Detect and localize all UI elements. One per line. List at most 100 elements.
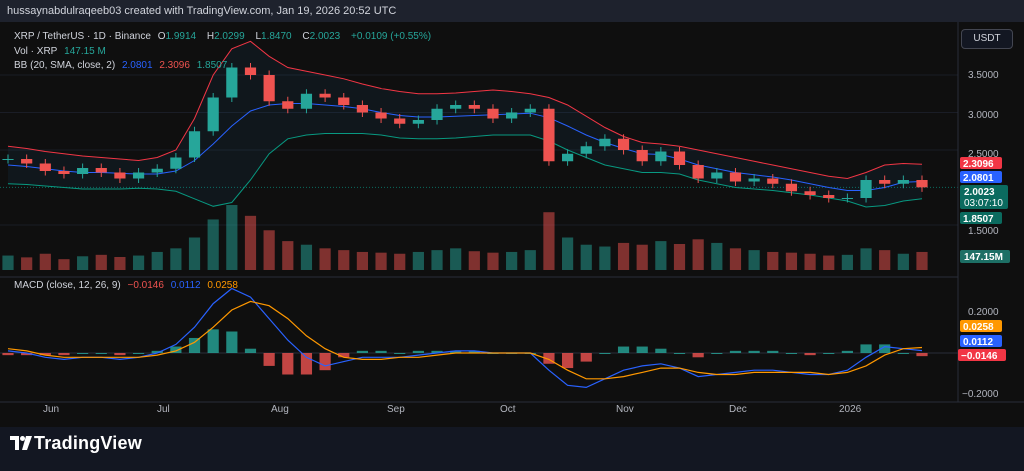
candle-body: [282, 101, 294, 109]
histogram-bar: [394, 353, 406, 354]
time-tick: Oct: [500, 404, 516, 415]
histogram-bar: [468, 350, 480, 353]
histogram-bar: [114, 353, 126, 356]
lower-band-line: [7, 133, 923, 208]
brand-name: TradingView: [34, 433, 142, 453]
volume-bar: [487, 252, 499, 270]
volume-bar: [77, 256, 89, 270]
candle-body: [95, 168, 107, 173]
bb-label[interactable]: BB (20, SMA, close, 2): [14, 60, 116, 71]
candle-body: [226, 67, 238, 98]
candle-body: [487, 108, 499, 119]
histogram-bar: [226, 331, 238, 353]
candle-body: [841, 198, 853, 199]
histogram-bar: [617, 346, 630, 353]
symbol-label[interactable]: XRP / TetherUS · 1D · Binance: [14, 31, 151, 42]
price-legend: XRP / TetherUS · 1D · Binance O1.9914 H2…: [14, 31, 435, 42]
open-label: O: [157, 31, 166, 42]
histogram-bar: [823, 353, 835, 354]
bb-lower-value: 1.8507: [196, 60, 228, 71]
volume-bar: [2, 255, 14, 270]
volume-bar: [692, 239, 704, 270]
candle-body: [711, 172, 723, 179]
tradingview-logo[interactable]: TradingView: [10, 433, 142, 454]
candle-body: [394, 118, 406, 124]
macd-legend: MACD (close, 12, 26, 9) −0.0146 0.0112 0…: [14, 280, 242, 291]
volume-label[interactable]: Vol · XRP: [14, 46, 58, 57]
volume-bar: [823, 255, 835, 270]
candle-body: [692, 165, 704, 179]
candle-body: [450, 105, 462, 109]
volume-bar: [21, 257, 33, 270]
time-tick: Sep: [387, 404, 405, 415]
histogram-bar: [599, 353, 611, 354]
histogram-bar: [151, 350, 163, 353]
histogram-bar: [375, 350, 387, 353]
histogram-bar: [785, 353, 798, 354]
lower-band-badge-text: 1.8507: [963, 214, 994, 225]
histogram-bar: [655, 348, 667, 353]
histogram-bar: [300, 353, 313, 375]
volume-bar: [95, 254, 107, 270]
time-tick: 2026: [839, 404, 862, 415]
candle-body: [356, 105, 369, 113]
macd-label[interactable]: MACD (close, 12, 26, 9): [14, 280, 121, 291]
volume-bar: [244, 215, 257, 270]
candle-body: [21, 159, 33, 164]
candle-body: [338, 97, 350, 105]
volume-bar: [729, 248, 742, 270]
time-tick: Nov: [616, 404, 634, 415]
candle-body: [300, 93, 313, 109]
candle-body: [561, 153, 574, 162]
histogram-bar: [244, 348, 257, 353]
histogram-bar: [95, 353, 107, 354]
volume-bar: [226, 205, 238, 270]
histogram-bar: [77, 353, 89, 354]
currency-button[interactable]: USDT: [961, 29, 1013, 49]
candle-body: [468, 105, 480, 109]
upper-band-line: [7, 40, 923, 180]
attribution-text: hussaynabdulraqeeb03 created with Tradin…: [7, 5, 397, 17]
volume-bar: [319, 248, 331, 270]
histogram-bar: [319, 353, 331, 371]
macd-pane: [0, 287, 958, 389]
candle-body: [375, 112, 387, 119]
histogram-bar: [2, 353, 14, 356]
volume-bar: [114, 257, 126, 270]
histogram-bar: [729, 350, 742, 353]
volume-bar: [543, 212, 555, 270]
candle-body: [804, 191, 816, 195]
time-tick: Dec: [729, 404, 747, 415]
high-label: H: [206, 31, 215, 42]
macd-line: [7, 287, 923, 389]
volume-badge-text: 147.15M: [964, 252, 1003, 263]
last-price-badge: [960, 185, 1008, 209]
candle-body: [580, 146, 592, 154]
histogram-bar: [636, 346, 648, 353]
macd-signal-value: 0.0258: [207, 280, 238, 291]
candle-body: [132, 172, 145, 179]
volume-bar: [767, 251, 779, 270]
open-value: 1.9914: [165, 31, 197, 42]
volume-bar: [188, 237, 201, 270]
volume-bar: [655, 241, 667, 270]
volume-bar: [132, 255, 145, 270]
signal-badge: [960, 320, 1002, 332]
close-label: C: [302, 31, 310, 42]
volume-bar: [431, 250, 443, 270]
macd-tick: 0.2000: [968, 307, 999, 318]
bb-legend: BB (20, SMA, close, 2) 2.0801 2.3096 1.8…: [14, 60, 231, 71]
candle-body: [655, 151, 667, 162]
candle-body: [207, 97, 219, 132]
histogram-bar: [207, 329, 219, 353]
volume-bar: [580, 244, 592, 270]
upper-band-badge: [960, 157, 1002, 169]
bb-basis-value: 2.0801: [121, 60, 153, 71]
candle-body: [823, 195, 835, 198]
histogram-bar: [58, 353, 70, 356]
histogram-bar: [263, 353, 275, 366]
basis-line: [7, 103, 923, 191]
volume-legend: Vol · XRP 147.15 M: [14, 46, 110, 57]
histogram-bar: [282, 353, 294, 375]
